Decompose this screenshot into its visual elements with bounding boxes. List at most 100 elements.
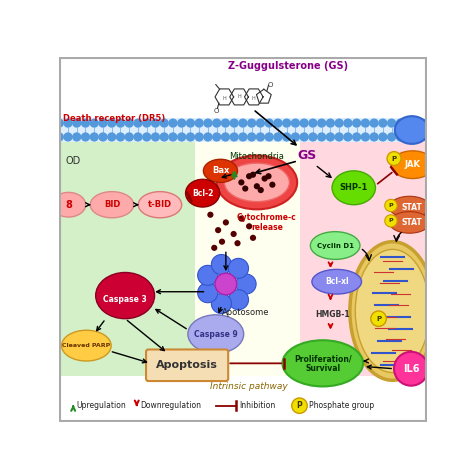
Circle shape <box>242 185 248 191</box>
Text: Bcl-2: Bcl-2 <box>192 189 213 198</box>
Circle shape <box>385 215 397 227</box>
Circle shape <box>81 132 90 142</box>
Circle shape <box>413 132 422 142</box>
Text: Apotosome: Apotosome <box>221 308 269 317</box>
Circle shape <box>215 227 221 233</box>
Circle shape <box>90 132 99 142</box>
Circle shape <box>282 132 292 142</box>
Text: Intrinsic pathway: Intrinsic pathway <box>210 382 288 391</box>
Circle shape <box>228 290 248 310</box>
Circle shape <box>385 200 397 212</box>
Circle shape <box>142 118 151 128</box>
Circle shape <box>207 212 213 218</box>
Circle shape <box>335 132 344 142</box>
Text: H: H <box>252 96 255 101</box>
Circle shape <box>256 132 265 142</box>
Circle shape <box>396 132 405 142</box>
FancyBboxPatch shape <box>146 349 228 381</box>
Circle shape <box>55 132 64 142</box>
Circle shape <box>238 118 247 128</box>
Circle shape <box>291 132 300 142</box>
Ellipse shape <box>224 163 290 201</box>
Circle shape <box>230 231 237 237</box>
FancyBboxPatch shape <box>59 118 427 142</box>
Ellipse shape <box>350 242 435 380</box>
Circle shape <box>238 132 247 142</box>
Circle shape <box>229 118 239 128</box>
Circle shape <box>394 352 428 386</box>
Circle shape <box>203 118 213 128</box>
Ellipse shape <box>310 232 360 259</box>
Circle shape <box>116 118 125 128</box>
Circle shape <box>262 175 268 182</box>
Ellipse shape <box>62 330 111 361</box>
Text: H: H <box>222 96 226 101</box>
Text: GS: GS <box>298 149 317 162</box>
Circle shape <box>98 132 108 142</box>
Circle shape <box>238 216 245 222</box>
Circle shape <box>221 118 230 128</box>
Circle shape <box>387 152 401 165</box>
Text: SHP-1: SHP-1 <box>339 183 368 192</box>
Text: STAT: STAT <box>401 218 422 227</box>
Text: Bcl-xl: Bcl-xl <box>325 277 348 286</box>
Circle shape <box>317 118 326 128</box>
Text: HMGB-1: HMGB-1 <box>316 310 350 319</box>
Text: O: O <box>214 108 219 114</box>
Circle shape <box>98 118 108 128</box>
Text: P: P <box>392 155 397 162</box>
Ellipse shape <box>138 191 182 218</box>
Circle shape <box>422 132 431 142</box>
Ellipse shape <box>390 212 430 233</box>
FancyBboxPatch shape <box>300 142 427 376</box>
Circle shape <box>235 240 241 246</box>
Circle shape <box>387 118 396 128</box>
Circle shape <box>247 118 256 128</box>
Text: Cyclin D1: Cyclin D1 <box>317 243 354 248</box>
Circle shape <box>254 183 260 189</box>
Circle shape <box>369 132 379 142</box>
Circle shape <box>194 132 204 142</box>
Circle shape <box>343 118 353 128</box>
Circle shape <box>133 118 143 128</box>
Circle shape <box>81 118 90 128</box>
Ellipse shape <box>186 179 219 207</box>
Circle shape <box>246 223 252 229</box>
Circle shape <box>369 118 379 128</box>
Ellipse shape <box>283 340 363 386</box>
Text: IL6: IL6 <box>403 364 419 374</box>
Circle shape <box>212 118 221 128</box>
Circle shape <box>142 132 151 142</box>
Text: Apoptosis: Apoptosis <box>156 360 218 370</box>
Circle shape <box>72 118 82 128</box>
Circle shape <box>229 132 239 142</box>
Circle shape <box>265 173 272 179</box>
Text: Mitochondria: Mitochondria <box>229 153 284 162</box>
Text: P: P <box>389 219 393 223</box>
Circle shape <box>228 258 248 278</box>
Circle shape <box>64 132 73 142</box>
Circle shape <box>194 118 204 128</box>
Circle shape <box>238 179 245 185</box>
Circle shape <box>264 132 274 142</box>
Circle shape <box>198 265 218 285</box>
Text: Downregulation: Downregulation <box>140 401 201 410</box>
Text: Caspase 9: Caspase 9 <box>194 329 237 338</box>
Circle shape <box>107 132 117 142</box>
Circle shape <box>352 132 361 142</box>
Text: OD: OD <box>65 156 81 166</box>
Text: BID: BID <box>104 200 120 209</box>
Circle shape <box>246 173 252 179</box>
Circle shape <box>264 118 274 128</box>
Circle shape <box>211 293 231 314</box>
Circle shape <box>55 118 64 128</box>
Circle shape <box>300 118 309 128</box>
Circle shape <box>326 132 335 142</box>
Text: Proliferation/: Proliferation/ <box>294 355 352 364</box>
Circle shape <box>168 132 178 142</box>
Circle shape <box>250 235 256 241</box>
Circle shape <box>151 118 160 128</box>
Text: O: O <box>267 82 273 88</box>
Text: Upregulation: Upregulation <box>76 401 126 410</box>
Ellipse shape <box>90 191 134 218</box>
